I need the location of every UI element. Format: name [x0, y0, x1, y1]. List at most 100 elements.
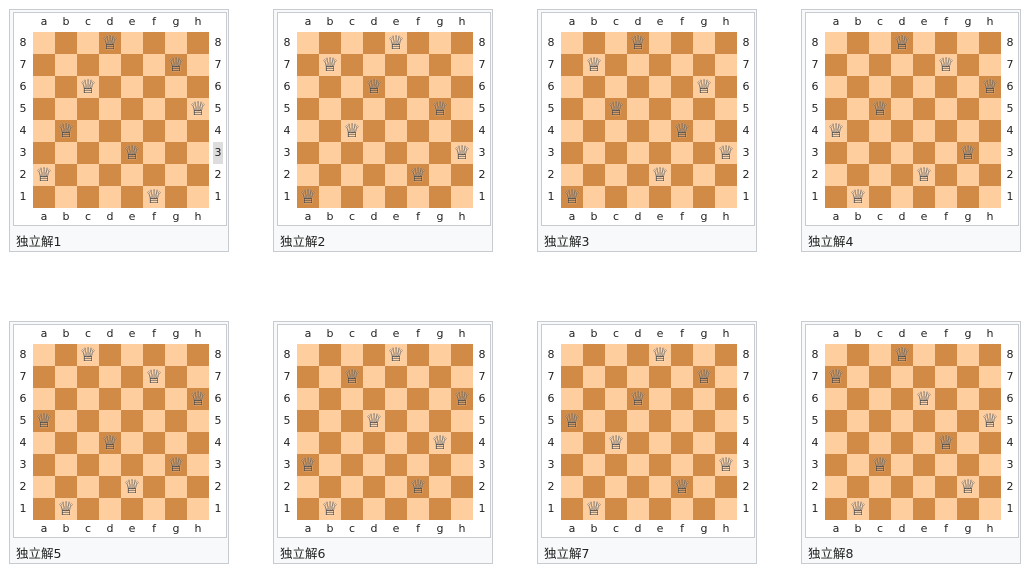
- square-a4[interactable]: [297, 432, 319, 454]
- square-e8[interactable]: [649, 32, 671, 54]
- square-f7[interactable]: ♕: [143, 366, 165, 388]
- square-h7[interactable]: [715, 366, 737, 388]
- square-g8[interactable]: [165, 32, 187, 54]
- square-f3[interactable]: [671, 454, 693, 476]
- square-f7[interactable]: [143, 54, 165, 76]
- square-b4[interactable]: ♕: [55, 120, 77, 142]
- square-d5[interactable]: [891, 98, 913, 120]
- square-h5[interactable]: [451, 98, 473, 120]
- square-d6[interactable]: ♕: [627, 388, 649, 410]
- square-c3[interactable]: [605, 454, 627, 476]
- square-e8[interactable]: ♕: [649, 344, 671, 366]
- square-h7[interactable]: [715, 54, 737, 76]
- square-c2[interactable]: [77, 164, 99, 186]
- square-d8[interactable]: [99, 344, 121, 366]
- square-a2[interactable]: [297, 164, 319, 186]
- square-e2[interactable]: ♕: [913, 164, 935, 186]
- square-d3[interactable]: [363, 142, 385, 164]
- square-c5[interactable]: ♕: [605, 98, 627, 120]
- square-b7[interactable]: [319, 366, 341, 388]
- square-a3[interactable]: [825, 142, 847, 164]
- square-e6[interactable]: [121, 388, 143, 410]
- square-c2[interactable]: [341, 476, 363, 498]
- square-e2[interactable]: ♕: [649, 164, 671, 186]
- square-h3[interactable]: [187, 454, 209, 476]
- square-g2[interactable]: [693, 476, 715, 498]
- square-b8[interactable]: [583, 32, 605, 54]
- square-b7[interactable]: [847, 54, 869, 76]
- square-a6[interactable]: [825, 76, 847, 98]
- square-d7[interactable]: [627, 366, 649, 388]
- square-a6[interactable]: [297, 388, 319, 410]
- square-b6[interactable]: [319, 388, 341, 410]
- square-g8[interactable]: [957, 32, 979, 54]
- square-h8[interactable]: [979, 344, 1001, 366]
- square-h2[interactable]: [187, 164, 209, 186]
- square-f2[interactable]: [935, 164, 957, 186]
- square-g8[interactable]: [429, 344, 451, 366]
- square-g2[interactable]: [429, 476, 451, 498]
- square-g7[interactable]: [429, 54, 451, 76]
- square-g2[interactable]: [429, 164, 451, 186]
- square-f5[interactable]: [407, 410, 429, 432]
- square-a2[interactable]: [561, 476, 583, 498]
- square-f4[interactable]: [143, 432, 165, 454]
- square-h6[interactable]: [715, 76, 737, 98]
- square-f2[interactable]: ♕: [407, 164, 429, 186]
- solution-thumbnail[interactable]: a a 8 8 b b 7 7 c c 6 6 d d 5 5 e e 4 4 f f 3 3 g g 2 2 h h 1 1 ♕ ♕ ♕ ♕ ♕ ♕ ♕ ♕…: [9, 9, 229, 252]
- square-a5[interactable]: [825, 410, 847, 432]
- square-f4[interactable]: ♕: [935, 432, 957, 454]
- square-c3[interactable]: ♕: [869, 454, 891, 476]
- square-d4[interactable]: ♕: [99, 432, 121, 454]
- square-g7[interactable]: [957, 366, 979, 388]
- square-e8[interactable]: [913, 32, 935, 54]
- square-b7[interactable]: [583, 366, 605, 388]
- square-f3[interactable]: [935, 142, 957, 164]
- square-d5[interactable]: [627, 98, 649, 120]
- square-g6[interactable]: [693, 388, 715, 410]
- square-d3[interactable]: [891, 454, 913, 476]
- square-c6[interactable]: [605, 76, 627, 98]
- square-d8[interactable]: [363, 344, 385, 366]
- square-d4[interactable]: [891, 432, 913, 454]
- square-f4[interactable]: ♕: [671, 120, 693, 142]
- square-h8[interactable]: [187, 344, 209, 366]
- square-e5[interactable]: [649, 98, 671, 120]
- square-d1[interactable]: [627, 186, 649, 208]
- square-a7[interactable]: [561, 54, 583, 76]
- square-b7[interactable]: [55, 54, 77, 76]
- square-d7[interactable]: [99, 366, 121, 388]
- square-g8[interactable]: [429, 32, 451, 54]
- square-h4[interactable]: [715, 432, 737, 454]
- square-a1[interactable]: ♕: [297, 186, 319, 208]
- square-h8[interactable]: [715, 32, 737, 54]
- square-g5[interactable]: [693, 98, 715, 120]
- square-h6[interactable]: ♕: [451, 388, 473, 410]
- square-g4[interactable]: [429, 120, 451, 142]
- square-c3[interactable]: [77, 142, 99, 164]
- square-h4[interactable]: [451, 120, 473, 142]
- square-a8[interactable]: [33, 344, 55, 366]
- square-g2[interactable]: [693, 164, 715, 186]
- square-e7[interactable]: [385, 54, 407, 76]
- square-c3[interactable]: [77, 454, 99, 476]
- square-f5[interactable]: [935, 98, 957, 120]
- square-d6[interactable]: [627, 76, 649, 98]
- square-g4[interactable]: [693, 120, 715, 142]
- square-g6[interactable]: [165, 388, 187, 410]
- square-g1[interactable]: [165, 498, 187, 520]
- square-b1[interactable]: ♕: [55, 498, 77, 520]
- square-c7[interactable]: [341, 54, 363, 76]
- square-e4[interactable]: [385, 432, 407, 454]
- square-c6[interactable]: ♕: [77, 76, 99, 98]
- square-g5[interactable]: [957, 98, 979, 120]
- square-e3[interactable]: ♕: [121, 142, 143, 164]
- square-a5[interactable]: ♕: [561, 410, 583, 432]
- square-f1[interactable]: [407, 498, 429, 520]
- square-d7[interactable]: [363, 54, 385, 76]
- square-b4[interactable]: [847, 120, 869, 142]
- square-c4[interactable]: ♕: [341, 120, 363, 142]
- square-b1[interactable]: ♕: [847, 498, 869, 520]
- square-b8[interactable]: [55, 344, 77, 366]
- square-c8[interactable]: [869, 32, 891, 54]
